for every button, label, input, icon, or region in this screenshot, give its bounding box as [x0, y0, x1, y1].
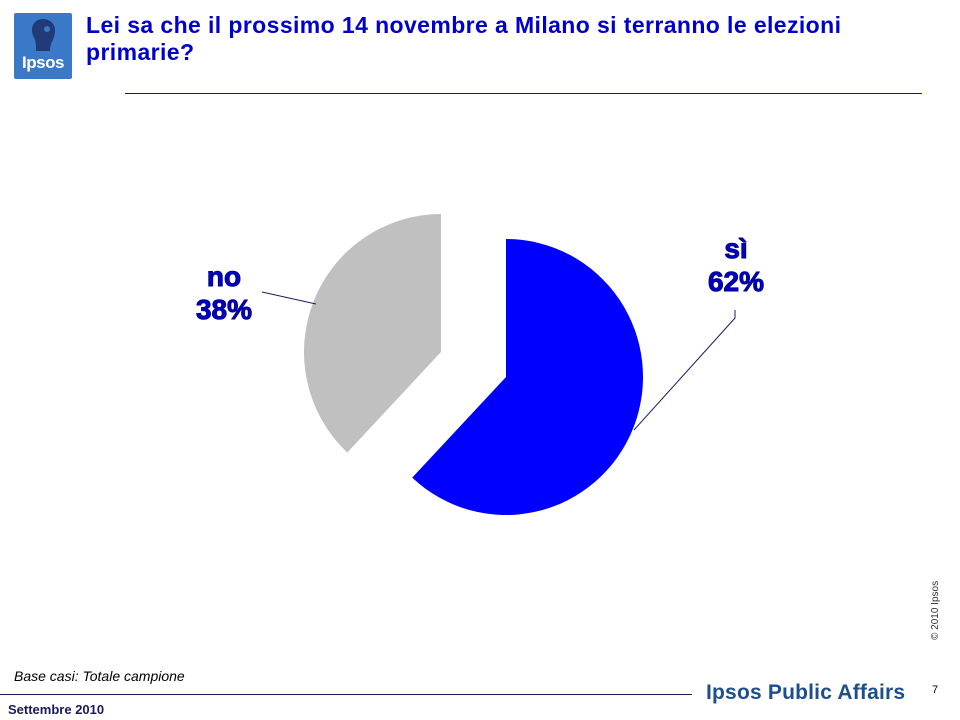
slice-label-si: sì 62% — [686, 232, 786, 298]
brand-name: Ipsos Public Affairs — [706, 681, 906, 704]
pie-slice-no — [304, 214, 441, 453]
page-title: Lei sa che il prossimo 14 novembre a Mil… — [86, 12, 842, 65]
slice-label-no-value: 38% — [195, 294, 253, 326]
slice-label-no: no 38% — [174, 260, 274, 326]
logo-head-icon — [32, 19, 55, 51]
leader-line-no — [261, 291, 317, 305]
footer-date: Settembre 2010 — [8, 702, 105, 717]
leader-line-si — [633, 310, 736, 431]
footer-divider — [0, 694, 692, 695]
sample-base-note: Base casi: Totale campione — [14, 668, 185, 684]
copyright-text: © 2010 Ipsos — [930, 580, 941, 640]
slice-label-no-name: no — [206, 261, 242, 293]
logo-text: Ipsos — [22, 53, 64, 72]
page-number: 7 — [932, 684, 939, 696]
title-divider — [125, 93, 922, 94]
pie-slice-si — [412, 239, 644, 515]
ipsos-logo: Ipsos — [14, 13, 72, 79]
slice-label-si-value: 62% — [707, 266, 765, 298]
slice-label-si-name: sì — [724, 233, 748, 265]
